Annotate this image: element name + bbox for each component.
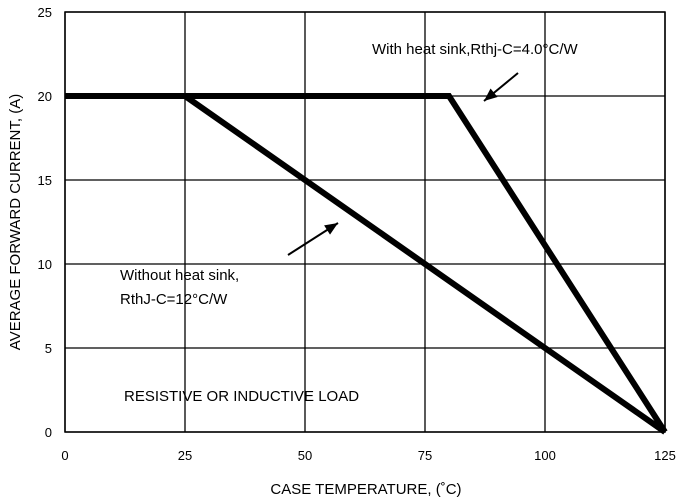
x-axis-label: CASE TEMPERATURE, (˚C) xyxy=(270,481,461,498)
series-line-without-heat-sink xyxy=(65,93,667,435)
y-tick-label: 15 xyxy=(38,173,52,188)
series-line-with-heat-sink xyxy=(65,93,668,434)
x-tick-label: 75 xyxy=(418,448,432,463)
x-tick-label: 50 xyxy=(298,448,312,463)
arrow-with-heat-sink xyxy=(483,72,519,102)
x-tick-label: 125 xyxy=(654,448,676,463)
y-tick-label: 5 xyxy=(45,341,52,356)
x-axis-ticks: 0 25 50 75 100 125 xyxy=(61,448,675,463)
arrow-without-heat-sink xyxy=(287,222,339,256)
y-axis-ticks: 0 5 10 15 20 25 xyxy=(38,5,52,440)
x-tick-label: 0 xyxy=(61,448,68,463)
y-tick-label: 20 xyxy=(38,89,52,104)
y-tick-label: 0 xyxy=(45,425,52,440)
y-axis-label: AVERAGE FORWARD CURRENT, (A) xyxy=(7,94,24,350)
annotation-without-heat-sink-line2: RthJ-C=12°C/W xyxy=(120,291,228,308)
y-tick-label: 25 xyxy=(38,5,52,20)
series-layer xyxy=(65,93,668,435)
x-tick-label: 25 xyxy=(178,448,192,463)
y-tick-label: 10 xyxy=(38,257,52,272)
annotation-without-heat-sink-line1: Without heat sink, xyxy=(120,267,239,284)
annotation-with-heat-sink: With heat sink,Rthj-C=4.0°C/W xyxy=(372,41,578,58)
x-tick-label: 100 xyxy=(534,448,556,463)
annotation-load-note: RESISTIVE OR INDUCTIVE LOAD xyxy=(124,388,359,405)
plot-area xyxy=(64,11,666,433)
annotation-arrows xyxy=(287,72,519,256)
